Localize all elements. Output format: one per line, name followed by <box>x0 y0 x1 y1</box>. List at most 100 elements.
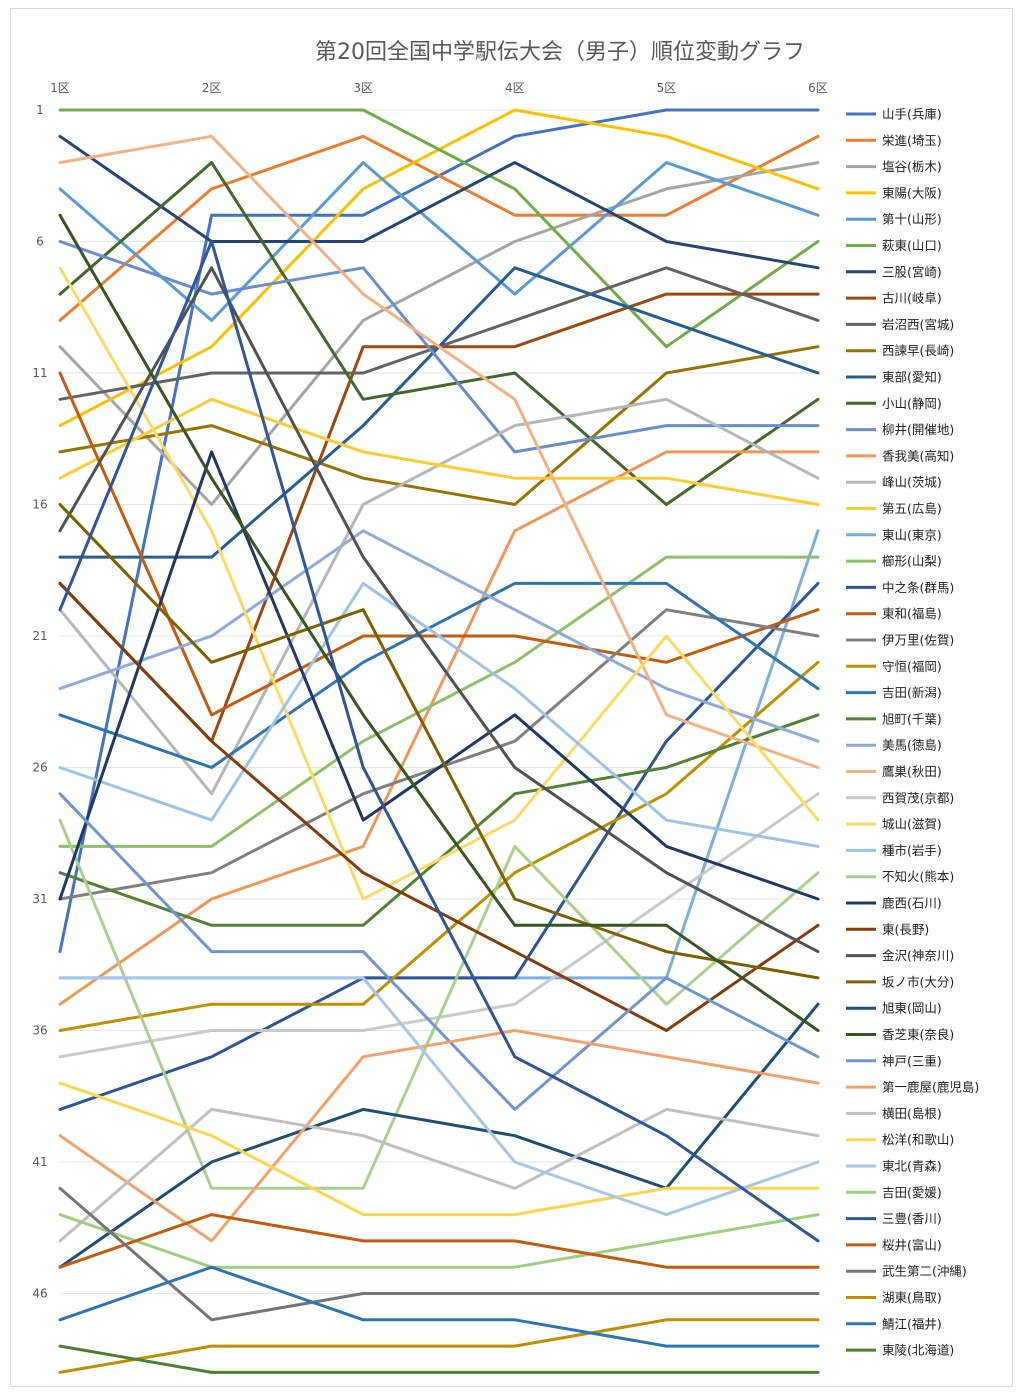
legend-label: 櫛形(山梨) <box>882 554 942 569</box>
series-line <box>58 1344 820 1374</box>
legend-label: 金沢(神奈川) <box>882 948 954 963</box>
y-tick-label: 46 <box>32 1287 47 1301</box>
legend-label: 旭町(千葉) <box>882 711 942 726</box>
legend-label: 横田(島根) <box>882 1106 942 1121</box>
y-tick-label: 6 <box>36 235 44 249</box>
legend-label: 神戸(三重) <box>882 1053 942 1068</box>
legend-label: 東山(東京) <box>882 527 942 542</box>
legend-label: 武生第二(沖縄) <box>882 1264 967 1279</box>
legend-label: 山手(兵庫) <box>882 107 942 122</box>
legend-label: 第五(広島) <box>882 501 942 516</box>
series-line <box>58 581 820 1111</box>
legend-label: 萩東(山口) <box>882 238 942 253</box>
legend-label: 守恒(福岡) <box>882 659 942 674</box>
legend-label: 三豊(香川) <box>882 1211 942 1226</box>
legend-label: 旭東(岡山) <box>882 1001 942 1016</box>
series-line <box>58 240 820 454</box>
y-tick-label: 41 <box>32 1155 47 1169</box>
chart-frame <box>10 8 1013 1387</box>
legend-label: 東和(福島) <box>882 606 942 621</box>
legend-label: 東(長野) <box>882 922 929 937</box>
legend-label: 湖東(鳥取) <box>882 1290 942 1305</box>
series-line <box>58 134 820 322</box>
legend-label: 吉田(愛媛) <box>882 1185 942 1200</box>
series-line <box>58 213 820 1032</box>
legend-label: 吉田(新潟) <box>882 685 942 700</box>
x-tick-label: 2区 <box>202 81 222 95</box>
series-line <box>58 1213 820 1269</box>
x-tick-label: 4区 <box>505 81 525 95</box>
series-line <box>58 345 820 506</box>
legend-label: 西賀茂(京都) <box>882 790 954 805</box>
series-line <box>58 792 820 1111</box>
legend-label: 種市(岩手) <box>882 843 942 858</box>
series-line <box>58 1107 820 1243</box>
series-line <box>58 529 820 743</box>
legend-label: 第十(山形) <box>882 212 942 227</box>
legend-label: 伊万里(佐賀) <box>882 633 954 648</box>
legend-label: 三股(宮崎) <box>882 264 942 279</box>
x-tick-label: 6区 <box>808 81 828 95</box>
series-line <box>58 161 820 322</box>
legend-label: 坂ノ市(大分) <box>882 974 954 989</box>
x-tick-label: 3区 <box>353 81 373 95</box>
series-line <box>58 976 820 1217</box>
series-line <box>58 266 820 954</box>
series-line <box>58 1318 820 1374</box>
legend-label: 栄進(埼玉) <box>882 133 942 148</box>
y-tick-label: 11 <box>32 366 47 380</box>
legend-label: 東陵(北海道) <box>882 1343 954 1358</box>
legend-label: 不知火(熊本) <box>882 869 954 884</box>
series-line <box>58 1081 820 1217</box>
series-line <box>58 240 820 1243</box>
series-line <box>58 581 820 769</box>
legend-label: 香芝東(奈良) <box>882 1027 954 1042</box>
legend-label: 小山(静岡) <box>882 396 942 411</box>
legend-label: 古川(岐阜) <box>882 291 942 306</box>
x-tick-label: 5区 <box>657 81 677 95</box>
x-tick-label: 1区 <box>50 81 70 95</box>
y-tick-label: 1 <box>36 103 44 117</box>
legend-label: 鷹巣(秋田) <box>882 764 942 779</box>
legend-label: 東部(愛知) <box>882 370 942 385</box>
series-line <box>58 266 820 901</box>
legend-label: 中之条(群馬) <box>882 580 954 595</box>
legend-label: 峰山(茨城) <box>882 475 942 490</box>
legend-label: 美馬(徳島) <box>882 738 942 753</box>
series-line <box>58 581 820 848</box>
legend-label: 塩谷(栃木) <box>882 159 942 174</box>
series-line <box>58 1002 820 1269</box>
legend-label: 松洋(和歌山) <box>882 1132 954 1147</box>
legend-label: 西諫早(長崎) <box>882 343 954 358</box>
chart-title: 第20回全国中学駅伝大会（男子）順位変動グラフ <box>315 40 805 65</box>
legend-label: 城山(滋賀) <box>882 817 942 832</box>
y-tick-label: 31 <box>32 892 47 906</box>
series-line <box>58 134 820 270</box>
legend-label: 鹿西(石川) <box>882 896 942 911</box>
series-line <box>58 660 820 1032</box>
x-axis-labels: 1区 2区 3区 4区 5区 6区 <box>50 81 828 95</box>
legend-label: 香我美(高知) <box>882 448 954 463</box>
series-lines <box>58 108 820 1374</box>
legend-label: 柳井(開催地) <box>882 422 954 437</box>
y-tick-label: 36 <box>32 1024 47 1038</box>
y-tick-label: 16 <box>32 498 47 512</box>
series-line <box>58 1029 820 1243</box>
legend-label: 桜井(富山) <box>882 1237 942 1252</box>
series-line <box>58 1186 820 1322</box>
legend-label: 東北(青森) <box>882 1159 942 1174</box>
legend-label: 岩沼西(宮城) <box>882 317 954 332</box>
series-line <box>58 134 820 769</box>
series-line <box>58 1265 820 1348</box>
y-tick-label: 21 <box>32 629 47 643</box>
legend: 山手(兵庫) 栄進(埼玉) 塩谷(栃木) 東陽(大阪) 第十(山形) 萩東(山口) 三股(宮… <box>846 107 979 1358</box>
series-line <box>58 503 820 980</box>
series-line <box>58 450 820 901</box>
legend-label: 第一鹿屋(鹿児島) <box>882 1080 979 1095</box>
legend-label: 鯖江(福井) <box>882 1316 942 1331</box>
series-line <box>58 161 820 506</box>
series-line <box>58 555 820 848</box>
series-line <box>58 397 820 796</box>
